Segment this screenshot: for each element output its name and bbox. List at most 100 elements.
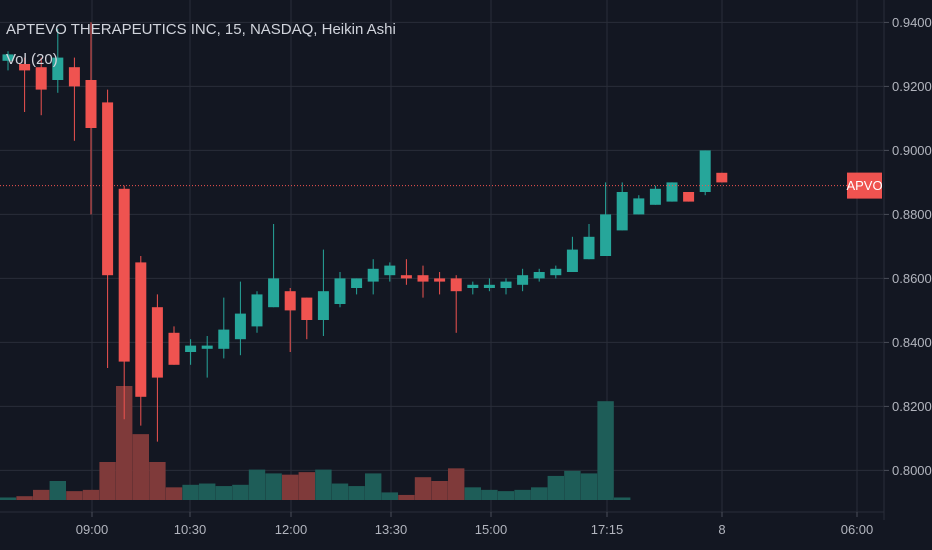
volume-bar <box>165 487 183 500</box>
candle-body <box>616 192 628 231</box>
volume-bar <box>49 481 66 500</box>
price-tick-label: 0.8400 <box>892 335 932 350</box>
volume-bar <box>614 497 631 500</box>
candle-body <box>234 313 246 340</box>
volume-bar <box>464 487 481 500</box>
candle-body <box>467 284 479 288</box>
volume-bar <box>282 474 299 500</box>
candle-body <box>19 64 31 71</box>
candle-body <box>284 291 296 311</box>
candle-body <box>417 275 429 282</box>
candle-body <box>2 54 14 61</box>
symbol-title[interactable]: APTEVO THERAPEUTICS INC, 15, NASDAQ, Hei… <box>6 21 396 38</box>
volume-indicator-label[interactable]: Vol (20) <box>6 51 58 68</box>
volume-bar <box>248 469 266 500</box>
price-tick-label: 0.9200 <box>892 79 932 94</box>
volume-bar <box>381 492 398 500</box>
candle-body <box>118 188 130 362</box>
price-badge: APVO <box>846 172 883 199</box>
candle-body <box>367 268 379 282</box>
candle-body <box>35 67 47 90</box>
volume-bar <box>331 483 349 500</box>
volume-bar <box>348 486 365 500</box>
candle-body <box>185 345 197 352</box>
time-tick-label: 09:00 <box>76 522 109 537</box>
price-tick-label: 0.8800 <box>892 207 932 222</box>
volume-bar <box>265 473 282 500</box>
volume-bar <box>82 489 100 500</box>
candle-body <box>85 80 97 128</box>
time-tick-label: 15:00 <box>475 522 508 537</box>
volume-bar <box>33 489 50 500</box>
candle-body <box>334 278 346 304</box>
candle-body <box>517 275 529 285</box>
candle-body <box>201 345 213 349</box>
candle-body <box>566 249 578 272</box>
time-tick-label: 17:15 <box>591 522 624 537</box>
volume-bar <box>16 496 33 500</box>
candle-body <box>483 284 495 288</box>
price-tick-label: 0.8000 <box>892 463 932 478</box>
candle-body <box>351 278 363 288</box>
volume-bar <box>232 484 249 500</box>
volume-bar <box>547 475 564 500</box>
candle-body <box>151 307 163 378</box>
volume-bar <box>448 468 465 500</box>
price-badge-label: APVO <box>846 178 882 193</box>
candle-body <box>251 294 263 327</box>
volume-bar <box>99 462 116 500</box>
price-tick-label: 0.9400 <box>892 15 932 30</box>
volume-bar <box>132 434 149 500</box>
candle-body <box>500 281 512 288</box>
candle-body <box>583 236 595 260</box>
volume-bar <box>298 472 315 500</box>
volume-bar <box>531 487 548 500</box>
volume-bar <box>365 473 382 500</box>
price-tick-label: 0.8600 <box>892 271 932 286</box>
candle-body <box>301 297 313 320</box>
candle-body <box>600 214 612 256</box>
volume-bar <box>514 489 531 500</box>
volume-bar <box>431 481 448 500</box>
candle-body <box>400 275 412 279</box>
candle-body <box>683 192 695 202</box>
volume-bar <box>597 401 614 500</box>
candle-body <box>268 278 280 308</box>
time-tick-label: 8 <box>718 522 725 537</box>
candle-body <box>218 329 230 349</box>
candle-body <box>434 278 446 282</box>
volume-bar <box>66 491 83 500</box>
volume-bar <box>116 386 133 500</box>
candle-body <box>649 188 661 205</box>
candles <box>2 22 728 442</box>
volume-bar <box>199 483 216 500</box>
candle-body <box>102 102 114 276</box>
volume-bar <box>580 473 598 500</box>
candle-body <box>716 172 728 183</box>
price-tick-label: 0.9000 <box>892 143 932 158</box>
volume-bar <box>0 497 17 500</box>
volume-bar <box>182 484 199 500</box>
candle-body <box>135 262 147 397</box>
volume-bar <box>315 469 332 500</box>
candle-body <box>533 272 545 279</box>
candle-body <box>52 57 64 80</box>
time-axis[interactable]: 09:00 10:30 12:00 13:30 15:00 17:15 8 06:00 <box>76 512 874 537</box>
volume-bar <box>564 470 581 500</box>
candle-body <box>384 265 396 276</box>
price-tick-label: 0.8200 <box>892 399 932 414</box>
volume-bar <box>398 494 415 500</box>
volume-bar <box>481 489 498 500</box>
volume-bars <box>0 386 631 500</box>
candle-body <box>317 291 329 320</box>
volume-bar <box>497 491 515 500</box>
candle-body <box>450 278 462 292</box>
candle-body <box>68 67 80 87</box>
volume-bar <box>215 486 232 500</box>
volume-bar <box>149 462 166 500</box>
candle-body <box>666 182 678 202</box>
price-axis[interactable]: 0.9400 0.9200 0.9000 0.8800 0.8600 0.8400 0.82… <box>884 15 932 478</box>
candle-body <box>550 268 562 276</box>
